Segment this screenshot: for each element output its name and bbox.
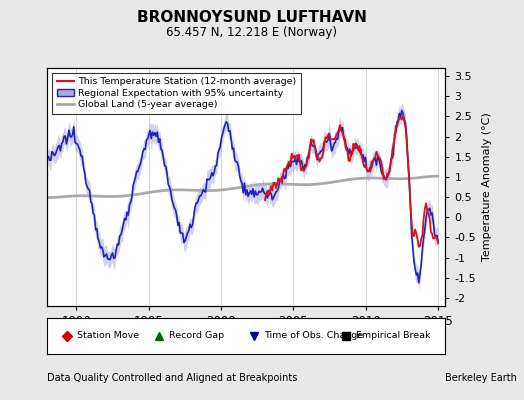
Text: 65.457 N, 12.218 E (Norway): 65.457 N, 12.218 E (Norway) <box>166 26 337 39</box>
Text: Empirical Break: Empirical Break <box>356 332 430 340</box>
Text: BRONNOYSUND LUFTHAVN: BRONNOYSUND LUFTHAVN <box>137 10 366 26</box>
Legend: This Temperature Station (12-month average), Regional Expectation with 95% uncer: This Temperature Station (12-month avera… <box>52 73 301 114</box>
Y-axis label: Temperature Anomaly (°C): Temperature Anomaly (°C) <box>482 113 492 261</box>
Text: Data Quality Controlled and Aligned at Breakpoints: Data Quality Controlled and Aligned at B… <box>47 373 298 383</box>
Text: Record Gap: Record Gap <box>169 332 224 340</box>
Text: Station Move: Station Move <box>77 332 139 340</box>
Text: Time of Obs. Change: Time of Obs. Change <box>264 332 363 340</box>
Text: Berkeley Earth: Berkeley Earth <box>445 373 517 383</box>
